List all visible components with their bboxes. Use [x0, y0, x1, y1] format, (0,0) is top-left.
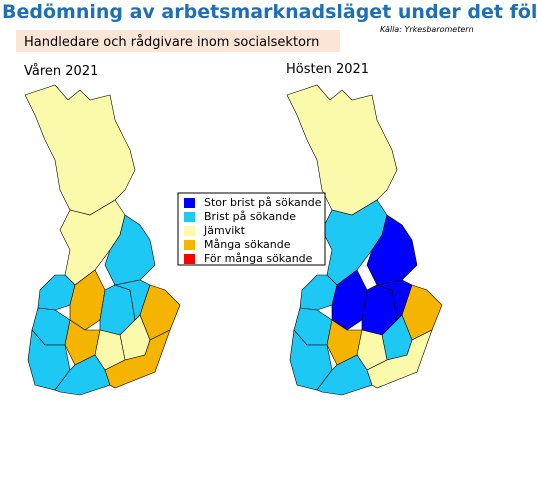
- title: Bedömning av arbetsmarknadsläget under d…: [2, 0, 537, 23]
- region: [59, 199, 126, 286]
- legend-label: Brist på sökande: [204, 210, 296, 223]
- region: [321, 199, 388, 286]
- region: [366, 329, 433, 389]
- subtitle: Handledare och rådgivare inom socialsekt…: [24, 35, 319, 50]
- legend-swatch: [184, 226, 195, 236]
- legend-swatch: [184, 240, 195, 250]
- legend-label: För många sökande: [204, 252, 313, 265]
- legend-label: Stor brist på sökande: [204, 196, 322, 209]
- map-label: Hösten 2021: [286, 62, 369, 77]
- region: [299, 274, 338, 311]
- map-label: Våren 2021: [24, 64, 98, 79]
- region: [69, 269, 106, 331]
- region: [104, 329, 171, 389]
- legend-box: [177, 192, 326, 266]
- source: Källa: Yrkesbarometern: [380, 25, 474, 34]
- legend-label: Jämvikt: [203, 224, 246, 237]
- legend-label: Många sökande: [204, 238, 291, 251]
- maps: [24, 84, 443, 396]
- legend-swatch: [184, 198, 195, 208]
- legend-swatch: [184, 254, 195, 264]
- subtitle-box: [16, 30, 340, 52]
- region: [37, 274, 76, 311]
- region: [24, 84, 136, 216]
- region: [331, 269, 368, 331]
- legend-swatch: [184, 212, 195, 222]
- region: [286, 84, 398, 216]
